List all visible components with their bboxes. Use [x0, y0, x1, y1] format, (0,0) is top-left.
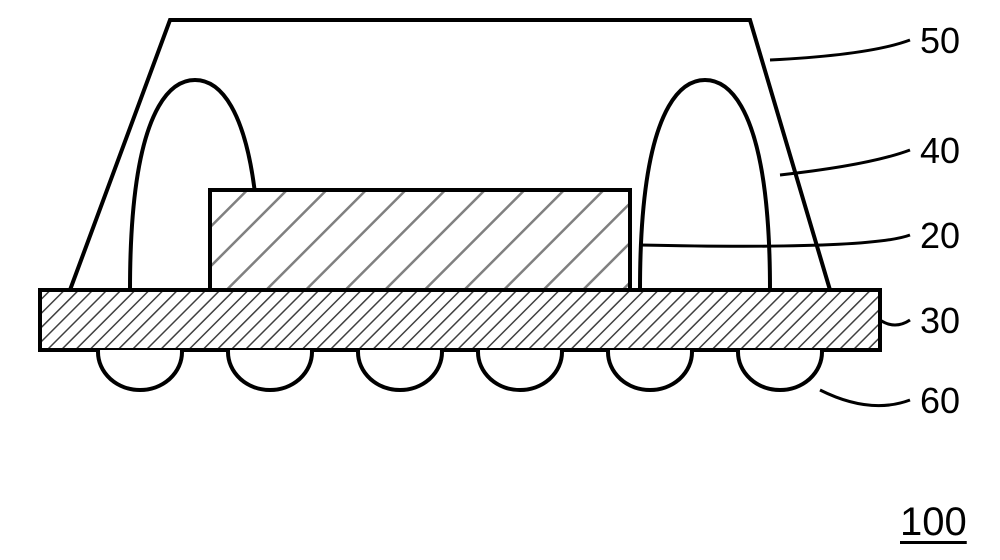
- label-50: 50: [920, 20, 960, 62]
- label-100: 100: [900, 500, 967, 545]
- leader-line: [820, 390, 910, 406]
- die-rect: [210, 190, 630, 290]
- diagram-stage: 50 40 20 30 60 100: [0, 0, 1000, 560]
- label-20: 20: [920, 215, 960, 257]
- leader-line: [780, 150, 910, 175]
- diagram-svg: [0, 0, 1000, 560]
- substrate-rect: [40, 290, 880, 350]
- label-40: 40: [920, 130, 960, 172]
- leader-line: [770, 40, 910, 60]
- leader-line: [640, 235, 910, 246]
- label-60: 60: [920, 380, 960, 422]
- bond-wire-right: [640, 80, 770, 290]
- label-30: 30: [920, 300, 960, 342]
- leader-line: [880, 320, 910, 325]
